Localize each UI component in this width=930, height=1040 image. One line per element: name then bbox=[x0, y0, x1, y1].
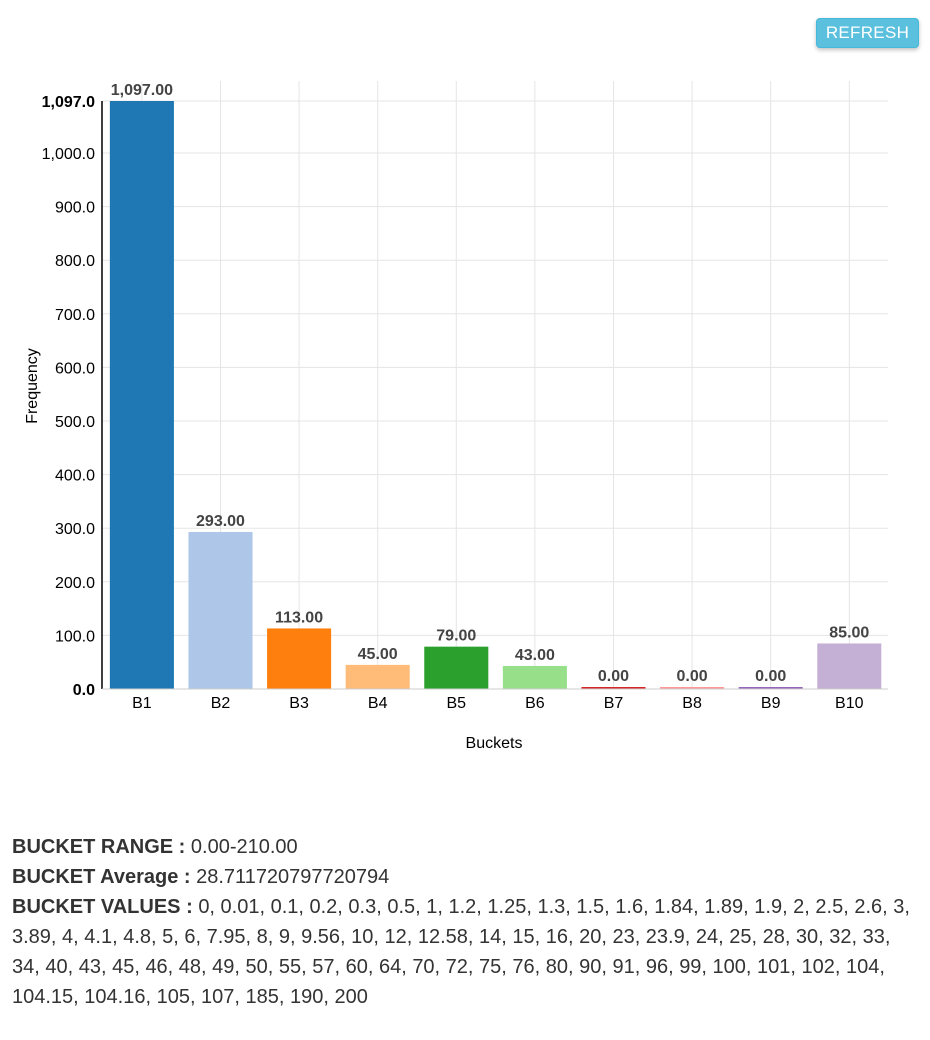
x-tick-label: B3 bbox=[289, 695, 309, 712]
bucket-info: BUCKET RANGE : 0.00-210.00 BUCKET Averag… bbox=[12, 832, 918, 1012]
y-tick-label: 600.0 bbox=[55, 360, 95, 377]
refresh-button[interactable]: REFRESH bbox=[816, 18, 919, 48]
y-tick-label: 0.0 bbox=[73, 682, 95, 699]
bar-b9 bbox=[738, 687, 803, 689]
data-label-b9: 0.00 bbox=[755, 668, 786, 685]
grid-lines bbox=[102, 81, 888, 690]
x-tick-label: B1 bbox=[132, 695, 152, 712]
y-tick-label: 400.0 bbox=[55, 468, 95, 485]
bar-b8 bbox=[660, 687, 725, 689]
data-label-b3: 113.00 bbox=[275, 609, 323, 626]
x-tick-label: B8 bbox=[682, 695, 702, 712]
data-label-b10: 85.00 bbox=[829, 624, 869, 641]
bar-b4 bbox=[345, 664, 410, 689]
y-tick-label: 300.0 bbox=[55, 521, 95, 538]
bar-b3 bbox=[267, 628, 332, 689]
x-tick-label: B2 bbox=[211, 695, 231, 712]
bar-b7 bbox=[581, 687, 646, 689]
data-label-b8: 0.00 bbox=[677, 668, 708, 685]
bars bbox=[109, 101, 882, 689]
frequency-bar-chart: 0.0 100.0 200.0 300.0 400.0 500.0 600.0 700.0 80… bbox=[24, 81, 888, 752]
bucket-values-line: BUCKET VALUES : 0, 0.01, 0.1, 0.2, 0.3, … bbox=[12, 892, 918, 1012]
data-label-b6: 43.00 bbox=[515, 647, 555, 664]
y-axis-title: Frequency bbox=[24, 348, 41, 424]
bar-b6 bbox=[502, 665, 567, 689]
data-label-b7: 0.00 bbox=[598, 668, 629, 685]
y-tick-label: 500.0 bbox=[55, 414, 95, 431]
y-tick-label: 900.0 bbox=[55, 200, 95, 217]
bar-b2 bbox=[188, 531, 253, 689]
data-label-b1: 1,097.00 bbox=[111, 82, 173, 99]
bar-b1 bbox=[109, 101, 174, 689]
data-label-b4: 45.00 bbox=[358, 646, 398, 663]
bar-b10 bbox=[817, 643, 882, 689]
bucket-range-line: BUCKET RANGE : 0.00-210.00 bbox=[12, 832, 918, 862]
y-tick-label: 200.0 bbox=[55, 575, 95, 592]
y-tick-label: 800.0 bbox=[55, 253, 95, 270]
bucket-average-key: BUCKET Average : bbox=[12, 866, 191, 888]
x-tick-label: B10 bbox=[835, 695, 864, 712]
x-tick-label: B6 bbox=[525, 695, 545, 712]
bucket-average-line: BUCKET Average : 28.711720797720794 bbox=[12, 862, 918, 892]
bucket-values-key: BUCKET VALUES : bbox=[12, 896, 193, 918]
bucket-values-value: 0, 0.01, 0.1, 0.2, 0.3, 0.5, 1, 1.2, 1.2… bbox=[12, 896, 910, 1008]
bucket-average-value: 28.711720797720794 bbox=[196, 866, 390, 888]
data-labels: 1,097.00 293.00 113.00 45.00 79.00 43.00 0.00 0… bbox=[111, 82, 870, 685]
y-tick-label: 100.0 bbox=[55, 628, 95, 645]
x-tick-labels: B1 B2 B3 B4 B5 B6 B7 B8 B9 B10 bbox=[132, 695, 864, 712]
x-tick-label: B7 bbox=[604, 695, 624, 712]
bar-b5 bbox=[424, 646, 489, 689]
data-label-b5: 79.00 bbox=[436, 628, 476, 645]
x-tick-label: B5 bbox=[447, 695, 467, 712]
y-tick-label: 1,097.0 bbox=[42, 94, 95, 111]
y-tick-label: 700.0 bbox=[55, 307, 95, 324]
bucket-range-key: BUCKET RANGE : bbox=[12, 836, 186, 858]
x-axis-title: Buckets bbox=[466, 735, 523, 752]
y-tick-labels: 0.0 100.0 200.0 300.0 400.0 500.0 600.0 700.0 80… bbox=[42, 94, 95, 699]
x-tick-label: B4 bbox=[368, 695, 388, 712]
x-tick-label: B9 bbox=[761, 695, 781, 712]
y-tick-label: 1,000.0 bbox=[42, 146, 95, 163]
axes bbox=[101, 101, 888, 690]
data-label-b2: 293.00 bbox=[196, 513, 245, 530]
bucket-range-value: 0.00-210.00 bbox=[190, 836, 298, 858]
